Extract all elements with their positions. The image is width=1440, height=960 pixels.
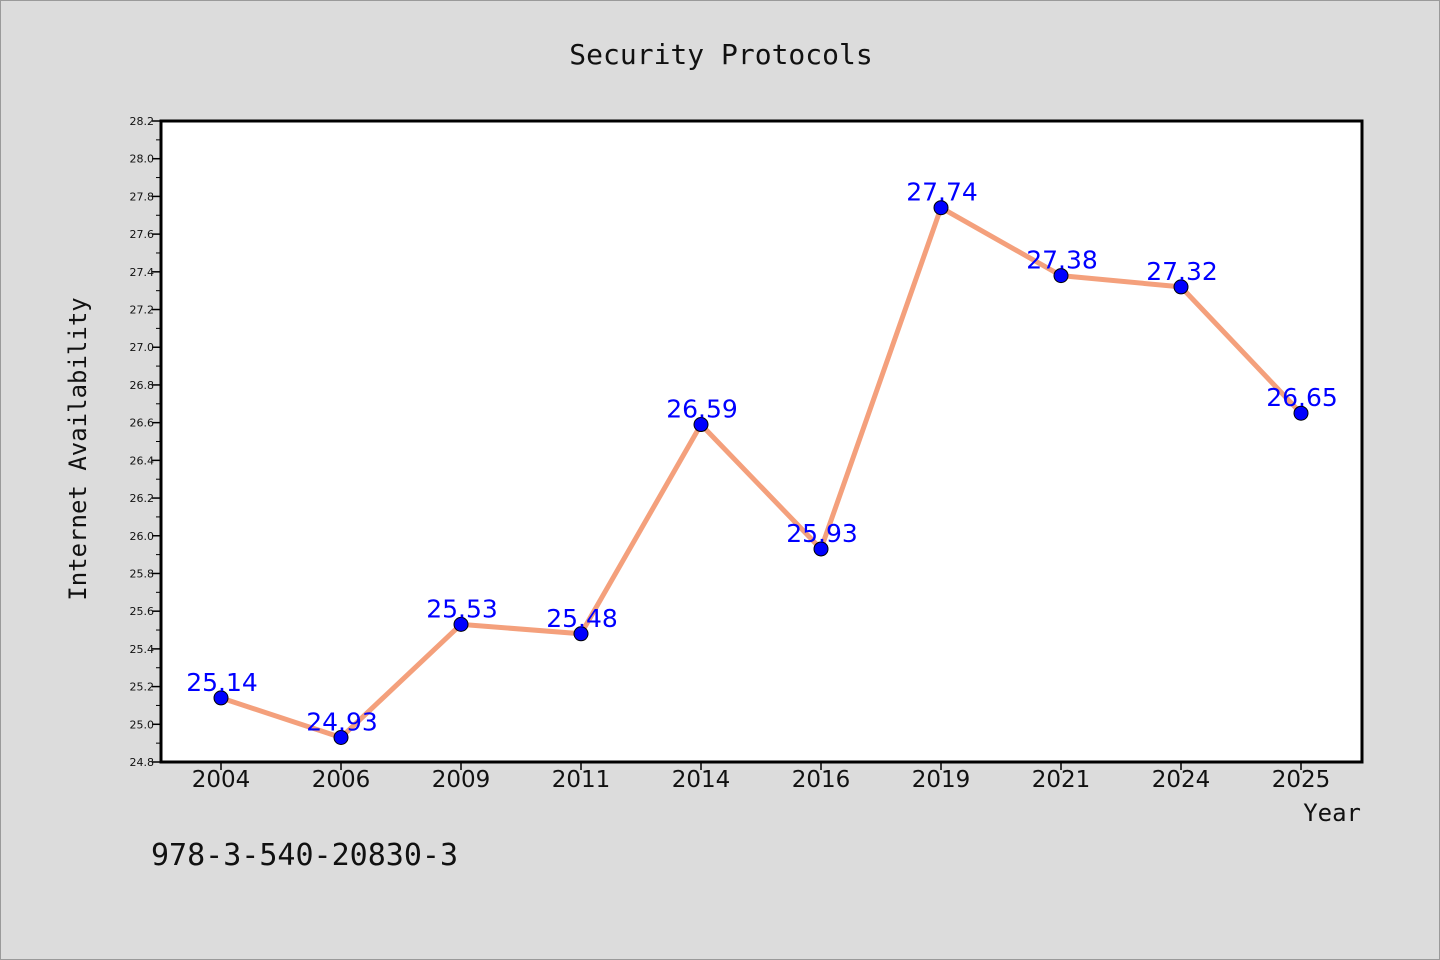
data-label: 26.65 bbox=[1266, 383, 1338, 412]
chart-title: Security Protocols bbox=[569, 38, 872, 71]
y-tick-label: 27.0 bbox=[130, 341, 155, 354]
y-tick-label: 26.6 bbox=[130, 417, 155, 430]
data-point bbox=[1173, 279, 1189, 295]
series-markers bbox=[213, 200, 1309, 745]
data-point bbox=[333, 729, 349, 745]
y-axis-label: Internet Availability bbox=[64, 297, 92, 600]
x-tick-label: 2016 bbox=[792, 767, 851, 793]
y-tick-label: 24.8 bbox=[130, 756, 155, 769]
data-label: 25.93 bbox=[786, 519, 858, 548]
y-tick-label: 26.2 bbox=[130, 492, 155, 505]
data-point bbox=[813, 541, 829, 557]
y-axis: 24.8 25.0 25.2 25.4 25.6 25.8 26.0 26.2 26.4 26.6… bbox=[130, 115, 161, 769]
data-label: 27.74 bbox=[906, 178, 978, 207]
data-labels: 25.14 24.93 25.53 25.48 26.59 25.93 27.74 27.38… bbox=[186, 178, 1338, 737]
data-label: 26.59 bbox=[666, 395, 738, 424]
x-tick-label: 2025 bbox=[1272, 767, 1331, 793]
x-axis: 2004 2006 2009 2011 2014 2016 2019 2021 2024 2025 bbox=[192, 762, 1331, 793]
data-label: 24.93 bbox=[306, 707, 378, 736]
x-tick-label: 2004 bbox=[192, 767, 251, 793]
data-label: 25.53 bbox=[426, 594, 498, 623]
x-tick-label: 2006 bbox=[312, 767, 371, 793]
x-tick-label: 2021 bbox=[1032, 767, 1091, 793]
y-tick-label: 27.4 bbox=[130, 266, 155, 279]
data-point bbox=[693, 417, 709, 433]
plot-area bbox=[159, 119, 1364, 764]
data-label: 27.32 bbox=[1146, 257, 1218, 286]
y-tick-label: 25.8 bbox=[130, 567, 155, 580]
data-point bbox=[933, 200, 949, 216]
series-line bbox=[218, 205, 1304, 740]
y-tick-label: 25.2 bbox=[130, 681, 155, 694]
data-label: 25.48 bbox=[546, 604, 618, 633]
x-tick-label: 2011 bbox=[552, 767, 611, 793]
x-tick-label: 2019 bbox=[912, 767, 971, 793]
data-label: 25.14 bbox=[186, 668, 258, 697]
data-point bbox=[573, 626, 589, 642]
y-tick-label: 27.6 bbox=[130, 228, 155, 241]
data-point bbox=[213, 690, 229, 706]
data-label: 27.38 bbox=[1026, 246, 1098, 275]
y-tick-label: 25.6 bbox=[130, 605, 155, 618]
y-tick-label: 28.2 bbox=[130, 115, 155, 128]
x-tick-label: 2009 bbox=[432, 767, 491, 793]
data-point bbox=[453, 616, 469, 632]
y-tick-label: 26.0 bbox=[130, 530, 155, 543]
y-tick-label: 26.4 bbox=[130, 454, 155, 467]
x-axis-label: Year bbox=[1303, 799, 1361, 827]
data-point bbox=[1053, 268, 1069, 284]
isbn-text: 978-3-540-20830-3 bbox=[151, 838, 458, 873]
y-tick-label: 27.2 bbox=[130, 304, 155, 317]
y-tick-label: 28.0 bbox=[130, 153, 155, 166]
y-tick-label: 26.8 bbox=[130, 379, 155, 392]
data-point bbox=[1293, 405, 1309, 421]
x-tick-label: 2014 bbox=[672, 767, 731, 793]
y-tick-label: 25.0 bbox=[130, 718, 155, 731]
x-tick-label: 2024 bbox=[1152, 767, 1211, 793]
y-tick-label: 25.4 bbox=[130, 643, 155, 656]
y-tick-label: 27.8 bbox=[130, 190, 155, 203]
